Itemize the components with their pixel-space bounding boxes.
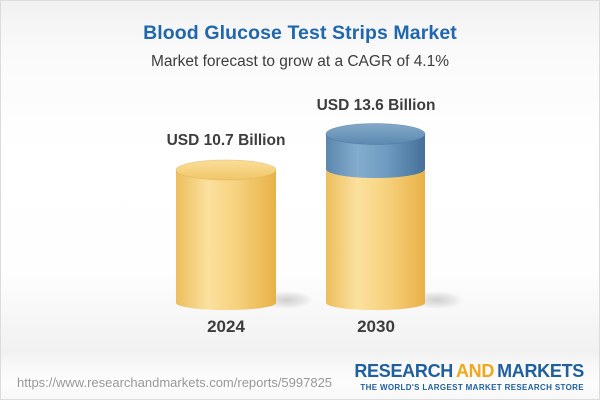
- brand-logo-wordmark: RESEARCH AND MARKETS: [354, 362, 584, 380]
- report-url[interactable]: https://www.researchandmarkets.com/repor…: [17, 375, 333, 390]
- bar-2030-cylinder-growth-body: [326, 134, 425, 178]
- bar-2030-cylinder-top: [325, 123, 426, 145]
- bar-2024-cylinder-top: [175, 159, 277, 181]
- bar-2024-cylinder-body: [176, 170, 276, 310]
- logo-word-markets: MARKETS: [497, 361, 584, 381]
- logo-tagline: THE WORLD'S LARGEST MARKET RESEARCH STOR…: [360, 383, 584, 392]
- logo-word-research: RESEARCH: [354, 361, 453, 381]
- page-subtitle: Market forecast to grow at a CAGR of 4.1…: [150, 53, 450, 70]
- axis-label-2030: 2030: [357, 317, 395, 336]
- value-label-2024: USD 10.7 Billion: [166, 132, 286, 149]
- value-label-2030: USD 13.6 Billion: [316, 97, 436, 114]
- logo-word-and: AND: [455, 361, 495, 381]
- brand-logo: RESEARCH AND MARKETS THE WORLD'S LARGEST M…: [354, 362, 584, 392]
- page-title: Blood Glucose Test Strips Market: [143, 22, 457, 44]
- axis-label-2024: 2024: [207, 317, 245, 336]
- bar-2030-cylinder-base-body: [326, 169, 425, 311]
